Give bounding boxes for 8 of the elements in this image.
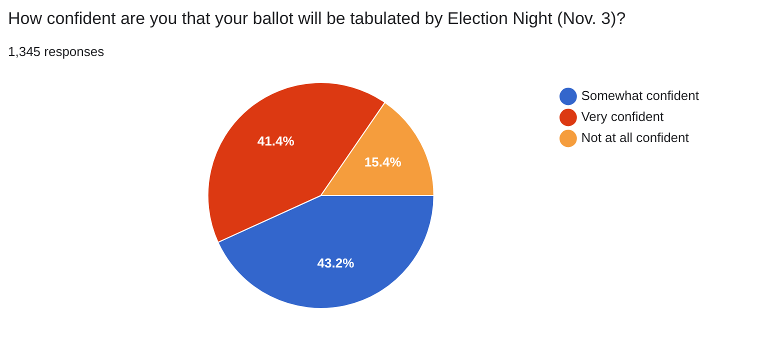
chart-title: How confident are you that your ballot will be tabulated by Election Night (Nov. 3)? [8,8,627,30]
data-label: 41.4% [257,133,295,148]
legend-label: Very confident [581,109,664,124]
legend-label: Somewhat confident [581,88,700,104]
data-label: 43.2% [317,256,355,271]
legend-label: Not at all confident [581,130,690,146]
text: 1,345 responses [8,44,106,60]
data-label: 15.4% [364,154,402,170]
